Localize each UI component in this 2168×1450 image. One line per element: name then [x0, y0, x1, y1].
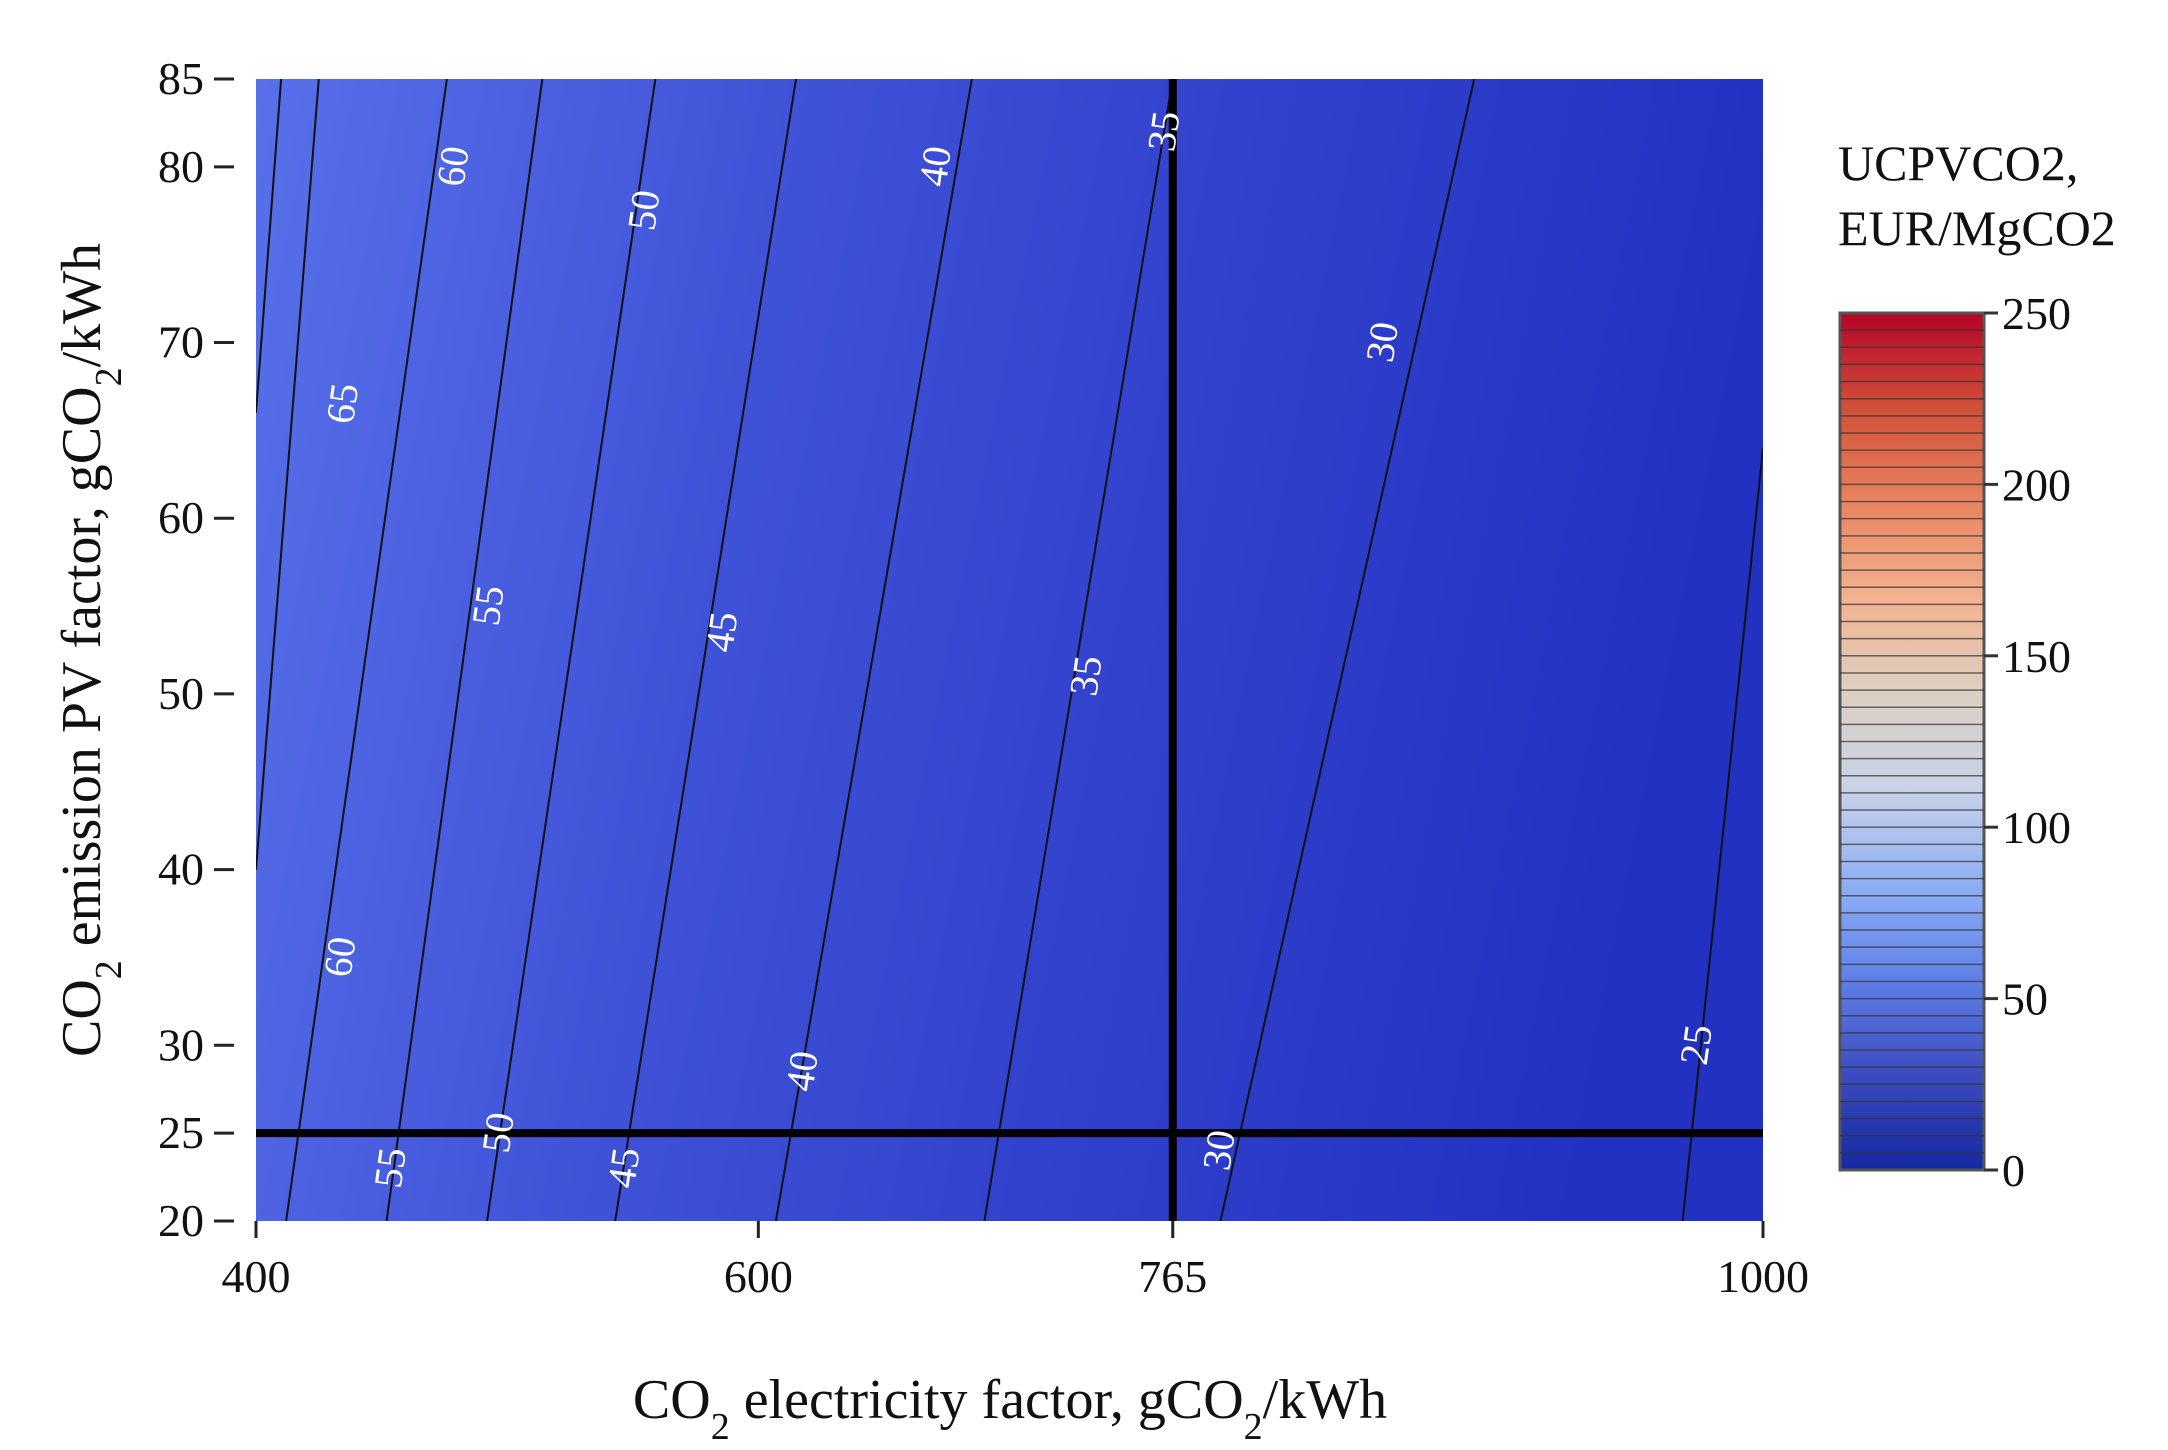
colorbar-tick-label: 150 — [2002, 631, 2071, 682]
colorbar-tick-label: 250 — [2002, 288, 2071, 339]
contour-line-35 — [983, 79, 1174, 1221]
colorbar-title-line2: EUR/MgCO2 — [1838, 200, 2116, 256]
colorbar-tick-label: 50 — [2002, 974, 2048, 1025]
y-tick-label: 30 — [158, 1019, 204, 1070]
contour-line-70 — [256, 79, 283, 413]
y-axis: 20 25 30 40 50 60 70 80 85 — [158, 53, 234, 1246]
contour-line-25 — [1681, 447, 1763, 1221]
colorbar-tick-label: 200 — [2002, 459, 2071, 510]
contour-label: 25 — [1671, 1022, 1721, 1068]
y-axis-title: CO2 emission PV factor, gCO2/kWh — [51, 243, 130, 1057]
y-tick-label: 20 — [158, 1195, 204, 1246]
x-tick-label: 400 — [222, 1251, 291, 1302]
contour-label: 50 — [618, 187, 668, 233]
colorbar-tick-label: 0 — [2002, 1145, 2025, 1196]
contour-label: 30 — [1357, 319, 1407, 365]
contour-line-60 — [285, 79, 448, 1221]
y-tick-label: 80 — [158, 141, 204, 192]
contour-lines — [256, 79, 1763, 1221]
contour-line-45 — [614, 79, 797, 1221]
contour-label: 55 — [463, 583, 513, 629]
y-tick-label: 40 — [158, 844, 204, 895]
plot-background — [256, 79, 1763, 1221]
contour-line-30 — [1219, 79, 1476, 1221]
contour-label: 35 — [1061, 653, 1111, 699]
y-tick-label: 25 — [158, 1107, 204, 1158]
contour-label: 65 — [317, 380, 367, 426]
contour-label: 60 — [428, 143, 478, 189]
contour-label: 30 — [1194, 1127, 1244, 1173]
contour-label: 45 — [598, 1145, 648, 1191]
x-tick-label: 600 — [724, 1251, 793, 1302]
x-axis: 400 600 765 1000 — [222, 1221, 1809, 1302]
contour-label: 55 — [365, 1145, 415, 1191]
contour-label: 40 — [777, 1048, 827, 1094]
y-tick-label: 50 — [158, 668, 204, 719]
contour-line-55 — [385, 79, 544, 1221]
contour-line-50 — [486, 79, 657, 1221]
contour-line-65 — [256, 79, 320, 870]
contour-line-40 — [774, 79, 973, 1221]
contour-label: 35 — [1138, 108, 1188, 154]
colorbar-title-line1: UCPVCO2, — [1838, 135, 2078, 191]
colorbar-bands — [1840, 329, 1984, 1154]
y-tick-label: 85 — [158, 53, 204, 104]
y-tick-label: 60 — [158, 492, 204, 543]
contour-label: 50 — [473, 1110, 523, 1156]
reference-lines — [256, 79, 1763, 1221]
colorbar-tick-label: 100 — [2002, 802, 2071, 853]
y-tick-label: 70 — [158, 317, 204, 368]
contour-label: 40 — [910, 143, 960, 189]
x-tick-label: 1000 — [1717, 1251, 1809, 1302]
contour-label: 60 — [315, 934, 365, 980]
colorbar-ticks: 0 50 100 150 200 250 — [1984, 288, 2071, 1196]
x-tick-label: 765 — [1138, 1251, 1207, 1302]
colorbar: UCPVCO2, EUR/MgCO2 0 50 100 150 200 250 — [1838, 135, 2116, 1196]
contour-labels: 25 30 30 35 35 40 40 45 45 50 50 55 55 60 60 65 — [315, 108, 1721, 1190]
x-axis-title: CO2 electricity factor, gCO2/kWh — [633, 1369, 1387, 1448]
contour-label: 45 — [696, 609, 746, 655]
